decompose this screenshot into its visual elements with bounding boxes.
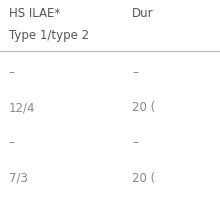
Text: 20 (: 20 ( — [132, 172, 155, 185]
Text: –: – — [132, 136, 138, 149]
Text: 20 (: 20 ( — [132, 101, 155, 114]
Text: HS ILAE*: HS ILAE* — [9, 7, 60, 20]
Text: 12/4: 12/4 — [9, 101, 35, 114]
Text: –: – — [132, 66, 138, 79]
Text: Dur: Dur — [132, 7, 154, 20]
Text: –: – — [9, 136, 15, 149]
Text: –: – — [9, 66, 15, 79]
Text: 7/3: 7/3 — [9, 172, 28, 185]
Text: Type 1/type 2: Type 1/type 2 — [9, 29, 89, 42]
